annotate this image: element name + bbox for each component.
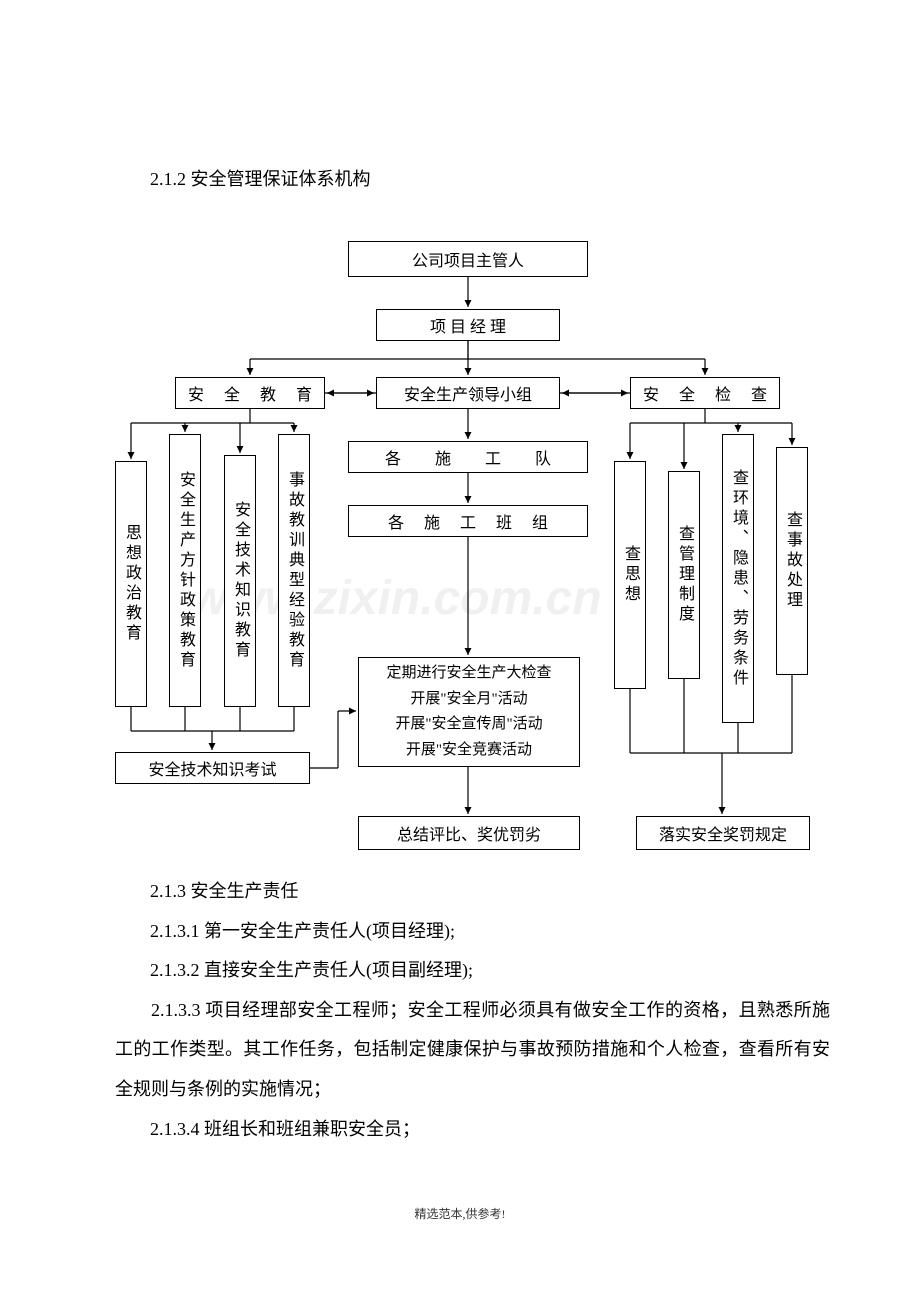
edu-col-2: 安全生产方针政策教育 <box>169 434 201 707</box>
node-squads: 各施工班组 <box>348 505 588 537</box>
check-col-2: 查管理制度 <box>668 471 700 679</box>
node-penalty: 落实安全奖罚规定 <box>636 816 810 850</box>
para-2-1-3: 2.1.3 安全生产责任 <box>150 872 805 912</box>
node-company-head: 公司项目主管人 <box>348 241 588 277</box>
label: 项 目 经 理 <box>430 313 506 337</box>
node-safety-check: 安 全 检 查 <box>630 377 780 409</box>
label: 思想政治教育 <box>119 524 143 644</box>
label: 各施工班组 <box>368 509 568 533</box>
edu-col-3: 安全技术知识教育 <box>224 455 256 707</box>
node-exam: 安全技术知识考试 <box>115 752 310 784</box>
node-summary: 总结评比、奖优罚劣 <box>358 816 580 850</box>
label: 安全技术知识考试 <box>148 756 276 780</box>
para-2-1-3-4: 2.1.3.4 班组长和班组兼职安全员； <box>150 1110 805 1150</box>
node-project-manager: 项 目 经 理 <box>376 309 560 341</box>
label: 安全生产领导小组 <box>404 381 532 405</box>
label: 安 全 检 查 <box>635 381 775 405</box>
activity-line-1: 定期进行安全生产大检查 <box>386 661 551 687</box>
activity-line-2: 开展"安全月"活动 <box>386 687 551 713</box>
activity-line-4: 开展"安全竞赛活动 <box>386 738 551 764</box>
label: 查事故处理 <box>780 511 804 611</box>
node-activities: 定期进行安全生产大检查 开展"安全月"活动 开展"安全宣传周"活动 开展"安全竞… <box>358 657 580 767</box>
para-2-1-3-1: 2.1.3.1 第一安全生产责任人(项目经理); <box>150 912 805 952</box>
label: 安全技术知识教育 <box>228 501 252 661</box>
node-safety-education: 安 全 教 育 <box>175 377 325 409</box>
edu-col-1: 思想政治教育 <box>115 461 147 707</box>
node-teams: 各施工队 <box>348 441 588 473</box>
label: 查环境、隐患、劳务条件 <box>726 469 750 689</box>
label: 安 全 教 育 <box>180 381 320 405</box>
label: 各施工队 <box>351 445 585 469</box>
activity-line-3: 开展"安全宣传周"活动 <box>386 712 551 738</box>
label: 查管理制度 <box>672 525 696 625</box>
node-lead-group: 安全生产领导小组 <box>376 377 560 409</box>
para-2-1-3-2: 2.1.3.2 直接安全生产责任人(项目副经理); <box>150 951 805 991</box>
check-col-4: 查事故处理 <box>776 447 808 675</box>
page-footer: 精选范本,供参考! <box>0 1205 920 1242</box>
label: 公司项目主管人 <box>412 247 524 271</box>
org-flowchart: www.zixin.com.cn 公司项目主管人 项 目 经 理 安 全 教 育… <box>0 241 920 866</box>
check-col-1: 查思想 <box>614 461 646 689</box>
label: 落实安全奖罚规定 <box>659 821 787 845</box>
label: 事故教训典型经验教育 <box>282 471 306 671</box>
label: 总结评比、奖优罚劣 <box>397 821 541 845</box>
para-2-1-3-3: 2.1.3.3 项目经理部安全工程师；安全工程师必须具有做安全工作的资格，且熟悉… <box>115 991 830 1110</box>
label: 查思想 <box>618 545 642 605</box>
edu-col-4: 事故教训典型经验教育 <box>278 434 310 707</box>
section-heading: 2.1.2 安全管理保证体系机构 <box>150 165 920 191</box>
label: 安全生产方针政策教育 <box>173 471 197 671</box>
check-col-3: 查环境、隐患、劳务条件 <box>722 434 754 723</box>
